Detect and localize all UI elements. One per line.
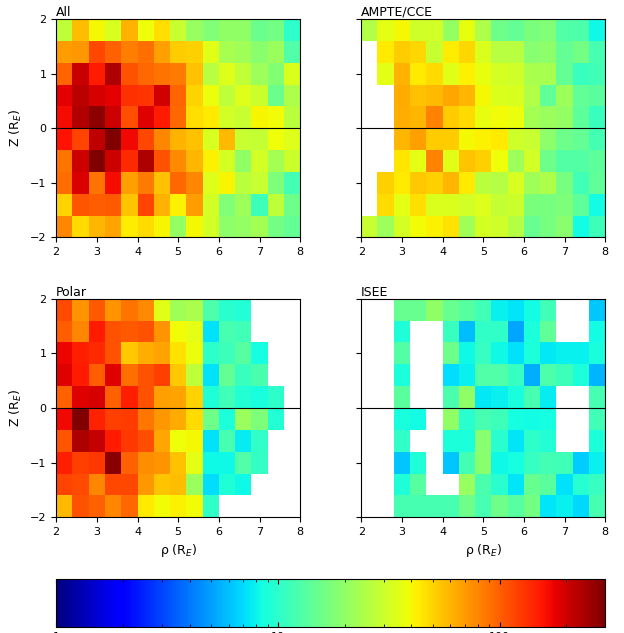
X-axis label: ρ (R$_E$): ρ (R$_E$) [465, 542, 502, 560]
Text: All: All [56, 6, 72, 19]
Y-axis label: Z (R$_E$): Z (R$_E$) [8, 110, 24, 147]
Text: ISEE: ISEE [361, 286, 389, 299]
Text: AMPTE/CCE: AMPTE/CCE [361, 6, 433, 19]
X-axis label: ρ (R$_E$): ρ (R$_E$) [160, 542, 197, 560]
Y-axis label: Z (R$_E$): Z (R$_E$) [8, 389, 24, 427]
Text: Polar: Polar [56, 286, 87, 299]
